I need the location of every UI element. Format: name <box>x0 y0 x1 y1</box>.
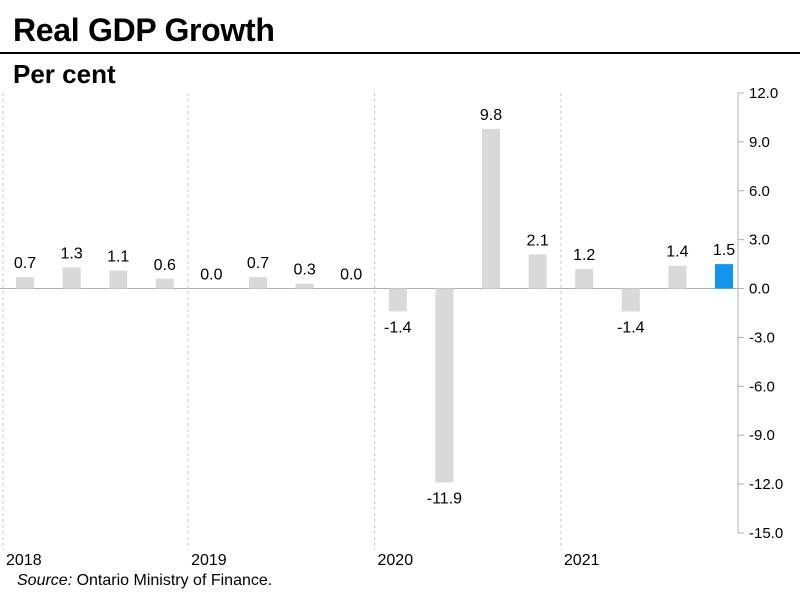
bar <box>621 288 640 312</box>
y-tick-label: -12.0 <box>749 476 783 493</box>
data-label: 2.1 <box>526 232 548 249</box>
data-label: 9.8 <box>480 107 502 124</box>
bar <box>388 288 407 312</box>
y-tick-label: -3.0 <box>749 329 775 346</box>
bar <box>435 288 454 483</box>
bar <box>155 278 174 289</box>
data-label: 1.2 <box>573 247 595 264</box>
data-label: 0.7 <box>247 255 269 272</box>
data-label: 0.3 <box>293 262 315 279</box>
year-label: 2018 <box>6 552 42 569</box>
y-tick-label: 6.0 <box>749 183 770 200</box>
bar <box>109 270 128 289</box>
year-label: 2020 <box>378 552 414 569</box>
data-label: 0.6 <box>154 257 176 274</box>
source-text: Ontario Ministry of Finance. <box>72 572 273 589</box>
data-label: -1.4 <box>384 319 412 336</box>
bar <box>62 267 81 289</box>
data-label: 1.4 <box>666 244 688 261</box>
data-label: 0.0 <box>340 267 362 284</box>
bar <box>249 277 267 289</box>
data-label: 1.3 <box>60 245 82 262</box>
y-tick-label: 0.0 <box>749 281 770 298</box>
y-tick-label: -9.0 <box>749 427 775 444</box>
data-label: 1.5 <box>713 242 735 259</box>
data-label: -11.9 <box>427 490 462 507</box>
chart-subtitle: Per cent <box>13 59 116 89</box>
chart-title: Real GDP Growth <box>13 12 275 48</box>
y-tick-label: 3.0 <box>749 232 770 249</box>
bar <box>575 269 594 289</box>
data-label: 1.1 <box>107 249 129 266</box>
year-label: 2021 <box>564 552 600 569</box>
data-label: -1.4 <box>617 319 645 336</box>
source-label: Source: <box>17 572 73 589</box>
y-tick-label: 9.0 <box>749 134 770 151</box>
bar <box>528 254 547 289</box>
source-note: Source: Ontario Ministry of Finance. <box>17 572 272 590</box>
data-label: 0.7 <box>14 255 36 272</box>
bar <box>668 265 687 289</box>
bar <box>16 277 34 289</box>
y-tick-label: -6.0 <box>749 378 775 395</box>
bar <box>295 283 314 289</box>
y-tick-label: 12.0 <box>749 85 778 102</box>
title-rule <box>0 52 800 54</box>
y-tick-label: -15.0 <box>749 525 783 542</box>
year-label: 2019 <box>191 552 227 569</box>
bar <box>482 128 500 289</box>
highlighted-bar <box>715 264 733 289</box>
data-label: 0.0 <box>200 267 222 284</box>
